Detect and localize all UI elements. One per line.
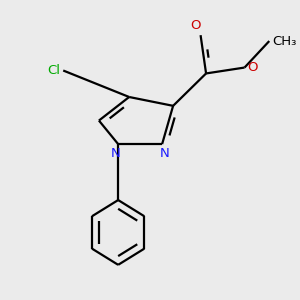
Text: O: O bbox=[247, 61, 258, 74]
Text: CH₃: CH₃ bbox=[272, 34, 296, 48]
Text: O: O bbox=[190, 19, 200, 32]
Text: Cl: Cl bbox=[47, 64, 61, 77]
Text: N: N bbox=[159, 147, 169, 160]
Text: N: N bbox=[111, 147, 121, 160]
